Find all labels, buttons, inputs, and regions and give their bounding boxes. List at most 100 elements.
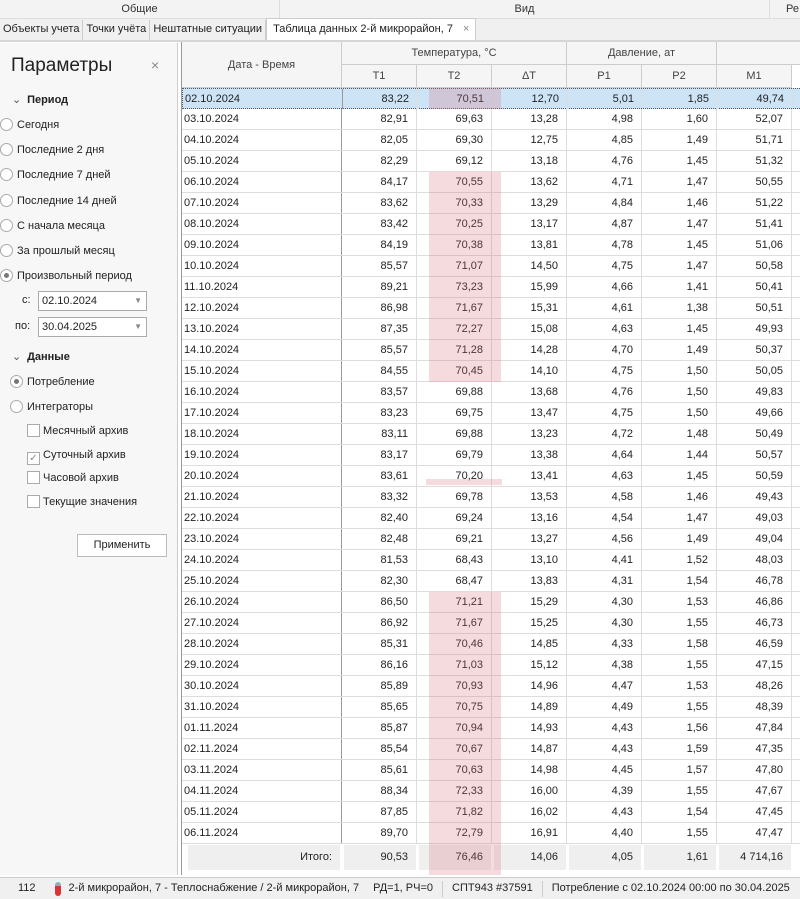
archive-checkbox[interactable]: Месячный архив xyxy=(27,423,128,439)
table-row[interactable]: 30.10.2024 85,89 70,93 14,96 4,47 1,53 48,26 xyxy=(182,676,800,697)
radio-button[interactable] xyxy=(10,400,23,413)
table-row[interactable]: 06.11.2024 89,70 72,79 16,91 4,40 1,55 47,47 xyxy=(182,823,800,844)
radio-button[interactable] xyxy=(0,143,13,157)
table-row[interactable]: 03.10.2024 82,91 69,63 13,28 4,98 1,60 52,07 xyxy=(182,109,800,130)
checkbox[interactable] xyxy=(27,471,40,485)
radio-button[interactable] xyxy=(0,218,13,232)
tab-accounting-objects[interactable]: Объекты учета xyxy=(0,20,84,40)
cell-P2: 1,47 xyxy=(642,256,717,276)
apply-button[interactable]: Применить xyxy=(77,534,167,557)
cell-T2: 68,43 xyxy=(417,550,492,570)
table-row[interactable]: 29.10.2024 86,16 71,03 15,12 4,38 1,55 47,15 xyxy=(182,655,800,676)
cell-M1: 48,03 xyxy=(717,550,792,570)
table-row[interactable]: 22.10.2024 82,40 69,24 13,16 4,54 1,47 49,03 xyxy=(182,508,800,529)
cell-T1: 83,62 xyxy=(342,193,417,213)
table-row[interactable]: 21.10.2024 83,32 69,78 13,53 4,58 1,46 49,43 xyxy=(182,487,800,508)
tab-data-table[interactable]: Таблица данных 2-й микрорайон, 7 × xyxy=(266,18,477,40)
table-row[interactable]: 04.11.2024 88,34 72,33 16,00 4,39 1,55 47,67 xyxy=(182,781,800,802)
checkmark-icon[interactable]: ✓ xyxy=(27,451,40,465)
table-row[interactable]: 20.10.2024 83,61 70,20 13,41 4,63 1,45 50,59 xyxy=(182,466,800,487)
date-to-input[interactable]: 30.04.2025 ▼ xyxy=(38,317,147,337)
table-row[interactable]: 10.10.2024 85,57 71,07 14,50 4,75 1,47 50,58 xyxy=(182,256,800,277)
table-row[interactable]: 23.10.2024 82,48 69,21 13,27 4,56 1,49 49,04 xyxy=(182,529,800,550)
section-period[interactable]: ⌄ Период xyxy=(12,93,68,106)
column-header-datetime[interactable]: Дата - Время xyxy=(182,42,342,88)
cell-date: 25.10.2024 xyxy=(182,571,342,591)
radio-period-option[interactable]: За прошлый месяц xyxy=(0,243,115,259)
table-row[interactable]: 18.10.2024 83,11 69,88 13,23 4,72 1,48 50,49 xyxy=(182,424,800,445)
table-row[interactable]: 01.11.2024 85,87 70,94 14,93 4,43 1,56 47,84 xyxy=(182,718,800,739)
table-row[interactable]: 09.10.2024 84,19 70,38 13,81 4,78 1,45 51,06 xyxy=(182,235,800,256)
cell-P1: 4,30 xyxy=(567,592,642,612)
column-header-ΔT[interactable]: ΔT xyxy=(492,65,567,88)
table-row[interactable]: 28.10.2024 85,31 70,46 14,85 4,33 1,58 46,59 xyxy=(182,634,800,655)
radio-button[interactable] xyxy=(10,375,23,388)
radio-period-option[interactable]: Последние 14 дней xyxy=(0,193,117,209)
cell-ΔT: 15,31 xyxy=(492,298,567,318)
date-from-input[interactable]: 02.10.2024 ▼ xyxy=(38,291,147,311)
column-header-T2[interactable]: T2 xyxy=(417,65,492,88)
archive-checkbox[interactable]: Часовой архив xyxy=(27,470,119,486)
table-row[interactable]: 25.10.2024 82,30 68,47 13,83 4,31 1,54 46,78 xyxy=(182,571,800,592)
column-header-M1[interactable]: M1 xyxy=(717,65,792,88)
table-row[interactable]: 31.10.2024 85,65 70,75 14,89 4,49 1,55 48,39 xyxy=(182,697,800,718)
radio-data-option[interactable]: Интеграторы xyxy=(10,399,93,415)
table-row[interactable]: 26.10.2024 86,50 71,21 15,29 4,30 1,53 46,86 xyxy=(182,592,800,613)
cell-P1: 4,61 xyxy=(567,298,642,318)
table-row[interactable]: 12.10.2024 86,98 71,67 15,31 4,61 1,38 50,51 xyxy=(182,298,800,319)
table-row[interactable]: 24.10.2024 81,53 68,43 13,10 4,41 1,52 48,03 xyxy=(182,550,800,571)
radio-period-option[interactable]: Последние 7 дней xyxy=(0,167,111,183)
table-row[interactable]: 07.10.2024 83,62 70,33 13,29 4,84 1,46 51,22 xyxy=(182,193,800,214)
table-row[interactable]: 03.11.2024 85,61 70,63 14,98 4,45 1,57 47,80 xyxy=(182,760,800,781)
cell-T1: 86,50 xyxy=(342,592,417,612)
column-header-P2[interactable]: P2 xyxy=(642,65,717,88)
table-row[interactable]: 02.11.2024 85,54 70,67 14,87 4,43 1,59 47,35 xyxy=(182,739,800,760)
dropdown-arrow-icon[interactable]: ▼ xyxy=(134,322,142,331)
table-row[interactable]: 13.10.2024 87,35 72,27 15,08 4,63 1,45 49,93 xyxy=(182,319,800,340)
column-header-T1[interactable]: T1 xyxy=(342,65,417,88)
table-row[interactable]: 15.10.2024 84,55 70,45 14,10 4,75 1,50 50,05 xyxy=(182,361,800,382)
radio-button[interactable] xyxy=(0,168,13,182)
table-row[interactable]: 19.10.2024 83,17 69,79 13,38 4,64 1,44 50,57 xyxy=(182,445,800,466)
cell-date: 09.10.2024 xyxy=(182,235,342,255)
radio-period-option[interactable]: Произвольный период xyxy=(0,268,132,284)
radio-period-option[interactable]: Сегодня xyxy=(0,117,59,133)
radio-data-option[interactable]: Потребление xyxy=(10,374,95,390)
cell-P2: 1,55 xyxy=(642,697,717,717)
table-row[interactable]: 08.10.2024 83,42 70,25 13,17 4,87 1,47 51,41 xyxy=(182,214,800,235)
close-icon[interactable]: × xyxy=(462,23,470,35)
close-icon[interactable]: × xyxy=(151,57,160,73)
table-row[interactable]: 05.11.2024 87,85 71,82 16,02 4,43 1,54 47,45 xyxy=(182,802,800,823)
radio-button[interactable] xyxy=(0,269,13,283)
radio-label: Последние 7 дней xyxy=(17,169,111,182)
table-row[interactable]: 02.10.2024 83,22 70,51 12,70 5,01 1,85 49,74 xyxy=(182,88,800,109)
column-header-P1[interactable]: P1 xyxy=(567,65,642,88)
table-row[interactable]: 06.10.2024 84,17 70,55 13,62 4,71 1,47 50,55 xyxy=(182,172,800,193)
table-row[interactable]: 27.10.2024 86,92 71,67 15,25 4,30 1,55 46,73 xyxy=(182,613,800,634)
section-data[interactable]: ⌄ Данные xyxy=(12,350,70,363)
radio-button[interactable] xyxy=(0,118,13,131)
table-row[interactable]: 11.10.2024 89,21 73,23 15,99 4,66 1,41 50,41 xyxy=(182,277,800,298)
table-row[interactable]: 17.10.2024 83,23 69,75 13,47 4,75 1,50 49,66 xyxy=(182,403,800,424)
radio-period-option[interactable]: С начала месяца xyxy=(0,218,105,234)
archive-checkbox[interactable]: ✓ Суточный архив xyxy=(27,447,126,465)
radio-button[interactable] xyxy=(0,244,13,257)
radio-period-option[interactable]: Последние 2 дня xyxy=(0,142,104,158)
cell-P1: 4,75 xyxy=(567,256,642,276)
checkbox[interactable] xyxy=(27,424,40,437)
cell-P2: 1,45 xyxy=(642,151,717,171)
dropdown-arrow-icon[interactable]: ▼ xyxy=(134,296,142,305)
archive-checkbox[interactable]: Текущие значения xyxy=(27,494,137,510)
table-row[interactable]: 16.10.2024 83,57 69,88 13,68 4,76 1,50 49,83 xyxy=(182,382,800,403)
table-row[interactable]: 04.10.2024 82,05 69,30 12,75 4,85 1,49 51,71 xyxy=(182,130,800,151)
table-row[interactable]: 05.10.2024 82,29 69,12 13,18 4,76 1,45 51,32 xyxy=(182,151,800,172)
cell-P2: 1,52 xyxy=(642,550,717,570)
cell-T1: 82,30 xyxy=(342,571,417,591)
tab-metering-points[interactable]: Точки учёта xyxy=(83,20,151,40)
cell-date: 27.10.2024 xyxy=(182,613,342,633)
tab-emergency-situations[interactable]: Нештатные ситуации xyxy=(150,20,267,40)
radio-button[interactable] xyxy=(0,193,13,207)
radio-label: Последние 2 дня xyxy=(17,144,105,157)
checkbox[interactable] xyxy=(27,495,40,509)
table-row[interactable]: 14.10.2024 85,57 71,28 14,28 4,70 1,49 50,37 xyxy=(182,340,800,361)
